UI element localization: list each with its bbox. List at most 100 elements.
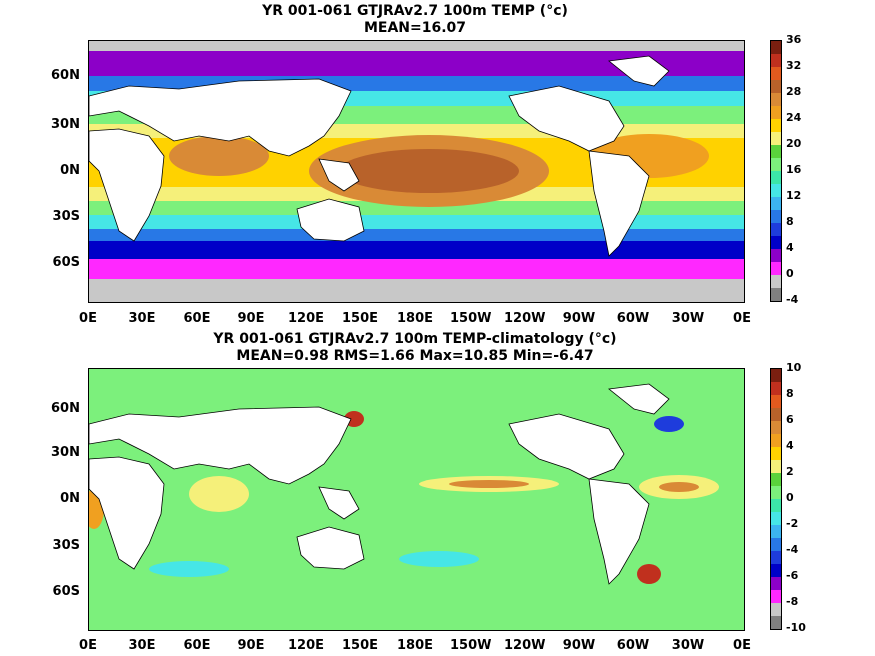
- bottom-panel: YR 001-061 GTJRAv2.7 100m TEMP-climatolo…: [0, 328, 875, 656]
- bottom-colorbar-swatch: [771, 616, 781, 629]
- top-lon-label: 120E: [287, 311, 325, 326]
- bottom-colorbar-tick-label: -2: [786, 517, 799, 530]
- bottom-lon-label: 0E: [733, 638, 751, 653]
- top-temperature-map: [88, 40, 745, 303]
- top-lon-label: 0E: [733, 311, 751, 326]
- top-colorbar-swatch: [771, 41, 781, 54]
- bottom-colorbar-swatch: [771, 434, 781, 447]
- top-lon-label: 180E: [396, 311, 434, 326]
- bottom-colorbar: [770, 368, 782, 630]
- top-lon-label: 150E: [341, 311, 379, 326]
- bottom-colorbar-swatch: [771, 564, 781, 577]
- top-colorbar-swatch: [771, 67, 781, 80]
- bottom-lat-label-30s: 30S: [52, 538, 80, 553]
- bottom-colorbar-swatch: [771, 577, 781, 590]
- bottom-colorbar-tick-label: -8: [786, 595, 799, 608]
- bottom-colorbar-swatch: [771, 525, 781, 538]
- top-lon-label: 90W: [562, 311, 596, 326]
- top-colorbar-swatch: [771, 158, 781, 171]
- top-colorbar-swatch: [771, 145, 781, 158]
- bottom-lon-label: 60W: [616, 638, 650, 653]
- bottom-lat-label-60s: 60S: [52, 584, 80, 599]
- top-colorbar-swatch: [771, 262, 781, 275]
- top-colorbar-tick-label: 24: [786, 111, 802, 124]
- bottom-colorbar-tick-label: 4: [786, 439, 794, 452]
- top-lon-label: 150W: [450, 311, 492, 326]
- top-colorbar: [770, 40, 782, 302]
- bottom-colorbar-swatch: [771, 512, 781, 525]
- bottom-colorbar-swatch: [771, 473, 781, 486]
- bottom-lon-label: 150W: [450, 638, 492, 653]
- top-colorbar-tick-label: 12: [786, 189, 802, 202]
- top-colorbar-swatch: [771, 171, 781, 184]
- bottom-colorbar-tick-label: 10: [786, 361, 802, 374]
- bottom-colorbar-tick-label: -10: [786, 621, 806, 634]
- top-lon-label: 30E: [128, 311, 156, 326]
- bottom-colorbar-swatch: [771, 421, 781, 434]
- bottom-lon-label: 30E: [128, 638, 156, 653]
- top-lon-label: 90E: [237, 311, 265, 326]
- bottom-colorbar-tick-label: -4: [786, 543, 799, 556]
- top-colorbar-tick-label: 0: [786, 267, 794, 280]
- bottom-colorbar-swatch: [771, 408, 781, 421]
- top-colorbar-swatch: [771, 223, 781, 236]
- top-lon-label: 0E: [79, 311, 97, 326]
- bottom-panel-title-line1: YR 001-061 GTJRAv2.7 100m TEMP-climatolo…: [213, 331, 617, 347]
- top-colorbar-swatch: [771, 210, 781, 223]
- bottom-lon-label: 120E: [287, 638, 325, 653]
- top-lon-label: 60E: [183, 311, 211, 326]
- bottom-lat-label-30n: 30N: [51, 445, 80, 460]
- top-colorbar-tick-label: 36: [786, 33, 802, 46]
- bottom-map-field: [89, 369, 744, 630]
- top-colorbar-swatch: [771, 249, 781, 262]
- top-colorbar-tick-label: 32: [786, 59, 802, 72]
- bottom-colorbar-tick-label: -6: [786, 569, 799, 582]
- top-colorbar-swatch: [771, 132, 781, 145]
- top-lat-label-30s: 30S: [52, 209, 80, 224]
- top-lat-label-60s: 60S: [52, 255, 80, 270]
- top-colorbar-swatch: [771, 184, 781, 197]
- bottom-lon-label: 180E: [396, 638, 434, 653]
- top-colorbar-tick-label: 8: [786, 215, 794, 228]
- bottom-colorbar-swatch: [771, 499, 781, 512]
- top-colorbar-swatch: [771, 54, 781, 67]
- top-colorbar-swatch: [771, 80, 781, 93]
- bottom-colorbar-tick-label: 8: [786, 387, 794, 400]
- top-colorbar-swatch: [771, 93, 781, 106]
- bottom-colorbar-swatch: [771, 382, 781, 395]
- top-panel-title-line1: YR 001-061 GTJRAv2.7 100m TEMP (°c): [262, 3, 568, 19]
- bottom-colorbar-tick-label: 0: [786, 491, 794, 504]
- top-lat-label-60n: 60N: [51, 68, 80, 83]
- bottom-colorbar-swatch: [771, 369, 781, 382]
- bottom-lat-label-0n: 0N: [60, 491, 80, 506]
- bottom-lon-label: 120W: [504, 638, 546, 653]
- top-colorbar-swatch: [771, 197, 781, 210]
- top-panel-title-line2: MEAN=16.07: [363, 20, 467, 36]
- bottom-colorbar-swatch: [771, 395, 781, 408]
- top-colorbar-tick-label: 28: [786, 85, 802, 98]
- bottom-colorbar-tick-label: 6: [786, 413, 794, 426]
- bottom-colorbar-swatch: [771, 486, 781, 499]
- bottom-lat-label-60n: 60N: [51, 401, 80, 416]
- bottom-colorbar-swatch: [771, 460, 781, 473]
- bottom-lon-label: 0E: [79, 638, 97, 653]
- bottom-colorbar-swatch: [771, 590, 781, 603]
- bottom-lon-label: 90W: [562, 638, 596, 653]
- top-lon-label: 120W: [504, 311, 546, 326]
- bottom-lon-label: 150E: [341, 638, 379, 653]
- top-colorbar-swatch: [771, 236, 781, 249]
- bottom-colorbar-swatch: [771, 538, 781, 551]
- top-lat-label-0n: 0N: [60, 163, 80, 178]
- top-colorbar-swatch: [771, 275, 781, 288]
- bottom-colorbar-tick-label: 2: [786, 465, 794, 478]
- top-colorbar-tick-label: 4: [786, 241, 794, 254]
- top-lat-label-30n: 30N: [51, 117, 80, 132]
- top-colorbar-tick-label: 20: [786, 137, 802, 150]
- top-panel: YR 001-061 GTJRAv2.7 100m TEMP (°c) MEAN…: [51, 3, 802, 326]
- bottom-anomaly-map: [88, 368, 745, 631]
- top-colorbar-swatch: [771, 106, 781, 119]
- bottom-colorbar-swatch: [771, 603, 781, 616]
- bottom-lon-label: 60E: [183, 638, 211, 653]
- top-colorbar-tick-label: 16: [786, 163, 802, 176]
- bottom-colorbar-swatch: [771, 447, 781, 460]
